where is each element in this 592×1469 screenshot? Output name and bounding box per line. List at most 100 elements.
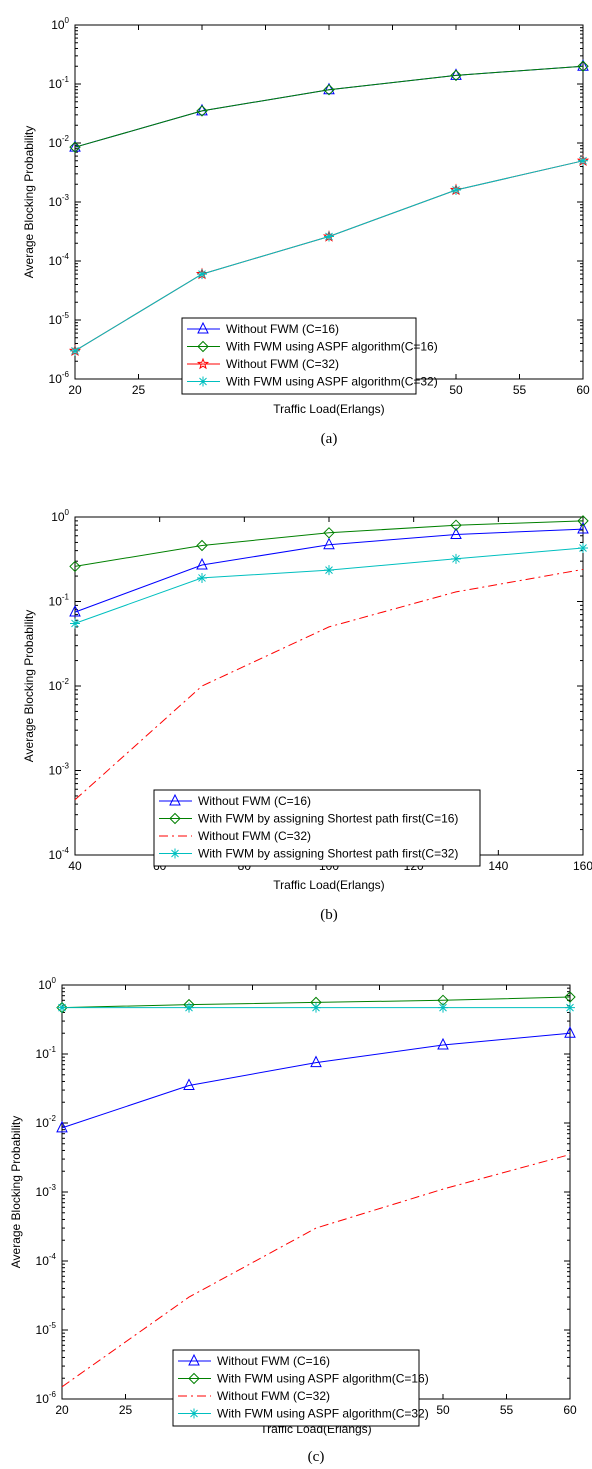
series-1 xyxy=(69,521,589,617)
legend-box xyxy=(153,789,481,867)
x-tick-label: 25 xyxy=(119,1403,133,1417)
x-tick-label: 20 xyxy=(55,1403,69,1417)
data-point xyxy=(311,1002,321,1013)
series-2 xyxy=(69,515,589,573)
y-tick-label: 100 xyxy=(38,976,56,992)
chart-panel-b: 40608010012014016010-410-310-210-1100Tra… xyxy=(22,508,592,923)
data-point xyxy=(564,991,576,1003)
x-tick-label: 60 xyxy=(563,1403,577,1417)
legend-entry-label: Without FWM (C=16) xyxy=(198,794,311,808)
legend-marker xyxy=(197,340,209,353)
data-point xyxy=(197,572,207,583)
data-point xyxy=(323,537,335,550)
data-point xyxy=(577,59,589,71)
data-point xyxy=(324,231,334,242)
legend-marker xyxy=(198,376,208,387)
data-point xyxy=(323,527,335,539)
x-tick-label: 50 xyxy=(436,1403,450,1417)
x-axis-label: Traffic Load(Erlangs) xyxy=(273,402,384,416)
legend-marker xyxy=(196,357,210,370)
data-point xyxy=(69,604,81,617)
series-line xyxy=(74,65,584,148)
x-tick-label: 60 xyxy=(576,383,590,397)
series-4 xyxy=(70,542,588,629)
data-point xyxy=(577,515,589,527)
data-point xyxy=(578,542,588,553)
data-point xyxy=(577,521,589,534)
y-tick-label: 10-1 xyxy=(49,593,70,609)
legend-marker xyxy=(188,1353,200,1366)
x-tick-label: 55 xyxy=(513,383,527,397)
data-point xyxy=(323,82,335,95)
legend-marker xyxy=(189,1408,199,1419)
x-tick-label: 140 xyxy=(488,859,508,873)
data-point xyxy=(196,103,208,116)
y-tick-label: 10-1 xyxy=(36,1045,57,1061)
y-axis-label: Average Blocking Probability xyxy=(9,1116,23,1269)
x-tick-label: 50 xyxy=(449,383,463,397)
data-point xyxy=(578,155,588,166)
data-point xyxy=(184,1002,194,1013)
x-tick-label: 20 xyxy=(68,383,82,397)
legend-entry-label: With FWM by assigning Shortest path firs… xyxy=(198,812,458,826)
figure-caption: (b) xyxy=(320,907,338,923)
series-4 xyxy=(70,155,588,356)
data-point xyxy=(450,68,462,80)
chart-panel-a: 20253035404550556010-610-510-410-310-210… xyxy=(22,16,590,447)
data-point xyxy=(197,269,207,280)
data-point xyxy=(70,618,80,629)
plot-area xyxy=(61,984,571,1400)
legend-marker xyxy=(188,1372,200,1385)
data-point xyxy=(450,519,462,531)
legend-box xyxy=(172,1349,420,1427)
series-line xyxy=(61,996,571,1009)
legend: Without FWM (C=16) With FWM using ASPF al… xyxy=(172,1349,429,1427)
legend-entry-label: Without FWM (C=32) xyxy=(198,829,311,843)
y-tick-label: 10-4 xyxy=(49,252,70,268)
y-tick-label: 10-2 xyxy=(49,134,70,150)
data-point xyxy=(450,527,462,540)
y-axis-label: Average Blocking Probability xyxy=(22,126,36,279)
y-tick-label: 10-5 xyxy=(36,1321,57,1337)
legend-entry-label: Without FWM (C=32) xyxy=(217,1389,330,1403)
legend-entry-label: With FWM using ASPF algorithm(C=32) xyxy=(217,1407,429,1421)
y-tick-label: 10-3 xyxy=(49,193,70,209)
data-point xyxy=(450,69,462,82)
legend-marker xyxy=(170,848,180,859)
y-tick-label: 10-6 xyxy=(49,370,70,386)
chart-panel-c: 20253035404550556010-610-510-410-310-210… xyxy=(9,976,577,1465)
y-tick-label: 100 xyxy=(51,508,69,524)
figure-caption: (c) xyxy=(308,1449,325,1465)
y-tick-label: 10-6 xyxy=(36,1390,57,1406)
y-tick-label: 10-4 xyxy=(49,846,70,862)
legend-entry-label: With FWM using ASPF algorithm(C=16) xyxy=(226,340,438,354)
y-tick-label: 10-4 xyxy=(36,1252,57,1268)
series-2 xyxy=(69,60,589,153)
legend-entry-label: With FWM by assigning Shortest path firs… xyxy=(198,847,458,861)
legend-box xyxy=(181,317,417,395)
data-point xyxy=(451,184,461,195)
y-tick-label: 10-2 xyxy=(36,1114,57,1130)
y-tick-label: 10-3 xyxy=(36,1183,57,1199)
data-point xyxy=(57,1002,67,1013)
legend-entry-label: Without FWM (C=16) xyxy=(217,1354,330,1368)
data-point xyxy=(437,1037,449,1050)
series-line xyxy=(61,1154,571,1388)
y-tick-label: 10-5 xyxy=(49,311,70,327)
x-tick-label: 25 xyxy=(132,383,146,397)
data-point xyxy=(451,553,461,564)
data-point xyxy=(196,539,208,552)
data-point xyxy=(438,1002,448,1013)
data-point xyxy=(565,1002,575,1013)
legend-marker xyxy=(197,321,209,334)
data-point xyxy=(310,1055,322,1068)
data-point xyxy=(577,60,589,72)
data-point xyxy=(56,1120,68,1133)
figure-caption: (a) xyxy=(321,431,338,447)
x-tick-label: 55 xyxy=(500,1403,514,1417)
x-tick-label: 40 xyxy=(68,859,82,873)
legend-marker xyxy=(169,812,181,825)
data-point xyxy=(183,1078,195,1090)
legend: Without FWM (C=16) With FWM by assigning … xyxy=(153,789,481,867)
data-point xyxy=(196,105,208,117)
